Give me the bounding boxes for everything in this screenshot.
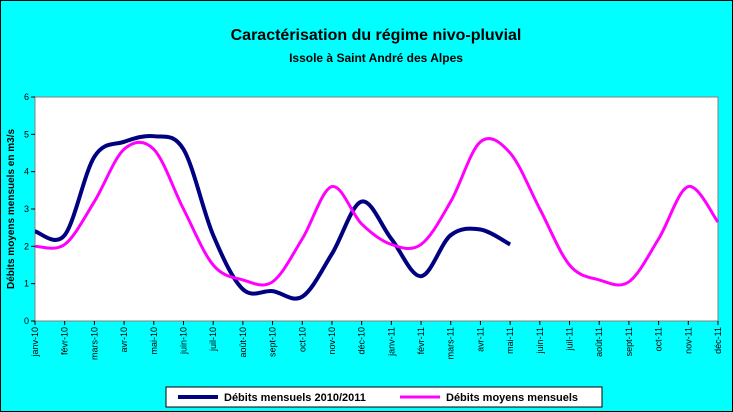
x-tick-label: nov-11 [683, 327, 693, 354]
x-tick-label: juin-11 [535, 327, 545, 354]
chart-title: Caractérisation du régime nivo-pluvial [231, 27, 522, 44]
x-tick-label: avr-10 [119, 327, 129, 353]
x-tick-label: févr-11 [416, 327, 426, 354]
x-tick-label: oct-10 [297, 327, 307, 352]
y-tick-label: 6 [24, 92, 29, 102]
y-tick-label: 0 [24, 316, 29, 326]
x-tick-label: juil-11 [565, 327, 575, 351]
legend-label: Débits mensuels 2010/2011 [224, 392, 366, 404]
y-tick-label: 3 [24, 204, 29, 214]
y-axis-label: Débits moyens mensuels en m3/s [6, 129, 17, 290]
x-tick-label: mars-11 [446, 327, 456, 359]
x-tick-label: févr-10 [60, 327, 70, 355]
x-tick-label: déc-11 [713, 327, 723, 354]
x-tick-label: juil-10 [208, 327, 218, 352]
y-tick-label: 2 [24, 241, 29, 251]
legend [165, 386, 603, 408]
y-tick-label: 4 [24, 167, 29, 177]
x-tick-label: janv-10 [30, 327, 40, 358]
legend-label: Débits moyens mensuels [446, 392, 578, 404]
y-tick-label: 1 [24, 279, 29, 289]
chart-subtitle: Issole à Saint André des Alpes [289, 51, 463, 65]
x-tick-label: avr-11 [475, 327, 485, 352]
x-tick-label: juin-10 [178, 327, 188, 355]
x-tick-label: janv-11 [386, 327, 396, 357]
x-tick-label: mai-11 [505, 327, 515, 354]
x-tick-label: sept-10 [268, 327, 278, 357]
x-tick-label: mai-10 [149, 327, 159, 355]
x-tick-label: mars-10 [89, 327, 99, 360]
plot-area [34, 96, 719, 322]
x-tick-label: oct-11 [654, 327, 664, 351]
x-tick-label: déc-10 [357, 327, 367, 355]
x-tick-label: août-11 [594, 327, 604, 357]
y-tick-label: 5 [24, 129, 29, 139]
x-tick-label: août-10 [238, 327, 248, 358]
x-tick-label: nov-10 [327, 327, 337, 355]
x-tick-label: sept-11 [624, 327, 634, 356]
data-line [34, 133, 512, 301]
data-line [34, 137, 720, 287]
